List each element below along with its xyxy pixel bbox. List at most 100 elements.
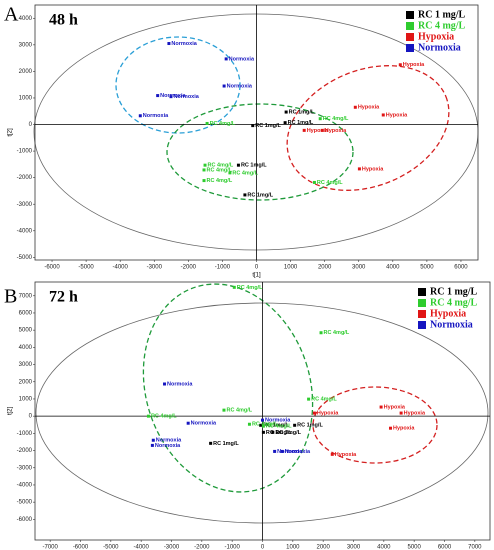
x-tick-label: -1000 — [224, 545, 240, 550]
legend-swatch — [418, 288, 426, 296]
y-tick-label: 6000 — [19, 311, 33, 317]
data-point — [280, 449, 284, 453]
point-label: Hypoxia — [362, 166, 384, 172]
x-tick-label: 3000 — [347, 545, 361, 550]
point-label: RC 1mg/L — [266, 430, 292, 436]
point-label: RC 1mg/L — [247, 192, 273, 198]
data-point — [273, 449, 277, 453]
y-tick-label: 3000 — [19, 362, 33, 368]
y-tick-label: -2000 — [17, 175, 33, 181]
data-point — [138, 114, 142, 118]
y-tick-label: 7000 — [19, 293, 33, 299]
group-ellipse — [286, 65, 450, 191]
x-tick-label: -5000 — [103, 545, 119, 550]
point-label: RC 1mg/L — [241, 163, 267, 169]
x-tick-label: 2000 — [318, 265, 332, 271]
data-point — [318, 117, 322, 121]
data-point — [224, 57, 228, 61]
point-label: RC 4mg/L — [151, 414, 177, 420]
point-label: Normoxia — [191, 421, 217, 427]
data-point — [251, 124, 255, 128]
y-axis-label: t[2] — [8, 407, 14, 416]
point-label: Normoxia — [156, 438, 182, 444]
data-point — [307, 397, 311, 401]
data-point — [312, 180, 316, 184]
x-tick-label: 1000 — [286, 545, 300, 550]
y-tick-label: 0 — [29, 414, 33, 420]
point-label: RC 1mg/L — [275, 430, 301, 436]
x-tick-label: -5000 — [78, 265, 94, 271]
data-point — [156, 94, 160, 98]
point-label: RC 4mg/L — [226, 408, 252, 414]
y-tick-label: 4000 — [19, 345, 33, 351]
point-label: RC 1mg/L — [263, 423, 289, 429]
y-tick-label: 4000 — [19, 16, 33, 22]
point-label: Hypoxia — [384, 404, 406, 410]
x-tick-label: -7000 — [42, 545, 58, 550]
y-tick-label: 1000 — [19, 96, 33, 102]
x-tick-label: 6000 — [454, 265, 468, 271]
data-point — [261, 430, 265, 434]
panel-label: B — [4, 286, 17, 308]
y-tick-label: 2000 — [19, 379, 33, 385]
y-tick-label: -4000 — [17, 228, 33, 234]
x-tick-label: 5000 — [420, 265, 434, 271]
data-point — [261, 424, 265, 428]
point-label: RC 4mg/L — [317, 180, 343, 186]
data-point — [284, 110, 288, 114]
x-tick-label: -2000 — [194, 545, 210, 550]
point-label: RC 4mg/L — [208, 163, 234, 169]
y-tick-label: -4000 — [17, 483, 33, 489]
x-tick-label: 4000 — [386, 265, 400, 271]
legend-label: Hypoxia — [418, 31, 454, 42]
x-tick-label: 5000 — [407, 545, 421, 550]
data-point — [146, 414, 150, 418]
data-point — [243, 193, 247, 197]
point-label: RC 4mg/L — [210, 121, 236, 127]
point-label: Normoxia — [171, 41, 197, 47]
point-label: RC 4mg/L — [323, 116, 349, 122]
hotelling-ellipse — [35, 302, 489, 524]
y-tick-label: -1000 — [17, 431, 33, 437]
x-tick-label: -4000 — [133, 545, 149, 550]
point-label: Normoxia — [229, 56, 255, 62]
point-label: RC 1mg/L — [297, 423, 323, 429]
data-point — [167, 42, 171, 46]
point-label: Hypoxia — [404, 411, 426, 417]
legend-swatch — [418, 310, 426, 318]
data-point — [150, 443, 154, 447]
point-label: Hypoxia — [325, 128, 347, 134]
data-point — [399, 411, 403, 415]
point-label: Normoxia — [155, 443, 181, 449]
point-label: Hypoxia — [393, 426, 415, 432]
legend-swatch — [418, 299, 426, 307]
x-tick-label: 6000 — [438, 545, 452, 550]
data-point — [228, 171, 232, 175]
point-label: RC 4mg/L — [324, 330, 350, 336]
data-point — [151, 438, 155, 442]
y-tick-label: 2000 — [19, 69, 33, 75]
point-label: Hypoxia — [335, 452, 357, 458]
data-point — [357, 167, 361, 171]
y-tick-label: 3000 — [19, 42, 33, 48]
point-label: RC 4mg/L — [266, 424, 292, 430]
legend-swatch — [406, 44, 414, 52]
data-point — [202, 168, 206, 172]
legend-label: RC 4 mg/L — [418, 20, 466, 31]
point-label: RC 1mg/L — [213, 441, 239, 447]
y-tick-label: -6000 — [17, 517, 33, 523]
point-label: Normoxia — [265, 418, 291, 424]
group-ellipse — [115, 36, 241, 134]
y-tick-label: -5000 — [17, 255, 33, 261]
point-label: RC 4mg/L — [237, 285, 263, 291]
panel-title: 72 h — [49, 289, 78, 306]
point-label: RC 4mg/L — [207, 167, 233, 173]
panel-label: A — [4, 4, 19, 26]
legend-label: Normoxia — [430, 319, 473, 330]
x-tick-label: 3000 — [352, 265, 366, 271]
y-tick-label: -3000 — [17, 465, 33, 471]
data-point — [261, 418, 264, 422]
point-label: RC 1mg/L — [288, 120, 314, 126]
x-tick-label: -1000 — [215, 265, 231, 271]
point-label: Normoxia — [160, 93, 186, 99]
